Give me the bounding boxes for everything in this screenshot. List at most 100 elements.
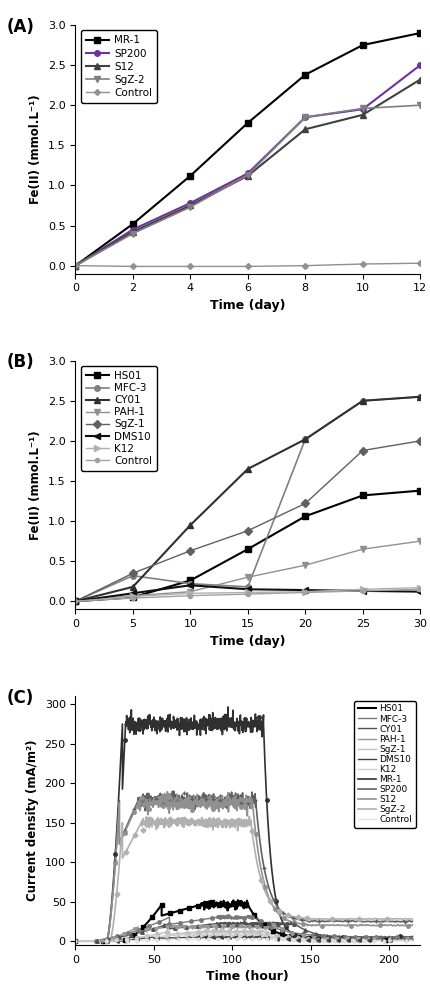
- Y-axis label: Fe(II) (mmol.L⁻¹): Fe(II) (mmol.L⁻¹): [29, 430, 42, 540]
- SgZ-1: [359, 445, 365, 457]
- S12: [196, 796, 201, 808]
- MFC-3: [354, 931, 359, 943]
- DMS10: [370, 934, 375, 946]
- K12: [302, 586, 307, 598]
- CY01: [256, 918, 261, 930]
- DMS10: [73, 595, 78, 607]
- MFC-3: [73, 595, 78, 607]
- Line: MR-1: MR-1: [75, 707, 412, 941]
- K12: [73, 595, 78, 607]
- SgZ-2: [187, 201, 193, 213]
- Text: (C): (C): [6, 689, 34, 707]
- PAH-1: [73, 595, 78, 607]
- S12: [130, 226, 135, 238]
- K12: [359, 583, 365, 595]
- MR-1: [357, 931, 362, 943]
- CY01: [73, 595, 78, 607]
- SP200: [73, 260, 78, 272]
- Line: MFC-3: MFC-3: [75, 915, 412, 941]
- CY01: [343, 932, 348, 944]
- Line: MFC-3: MFC-3: [73, 394, 422, 604]
- DMS10: [302, 584, 307, 596]
- MR-1: [165, 709, 170, 721]
- SgZ-1: [302, 497, 307, 509]
- S12: [359, 109, 365, 121]
- HS01: [351, 933, 356, 945]
- Line: SP200: SP200: [75, 791, 412, 941]
- MR-1: [302, 69, 307, 81]
- SgZ-1: [409, 934, 414, 946]
- SgZ-1: [341, 934, 347, 946]
- SP200: [234, 793, 239, 805]
- S12: [73, 935, 78, 947]
- Control: [187, 590, 193, 602]
- MFC-3: [73, 935, 78, 947]
- MFC-3: [359, 395, 365, 407]
- SP200: [409, 915, 414, 927]
- Control: [73, 260, 78, 272]
- HS01: [359, 489, 365, 501]
- SgZ-2: [130, 228, 135, 240]
- MR-1: [73, 260, 78, 272]
- K12: [73, 935, 78, 947]
- CY01: [127, 929, 132, 941]
- SgZ-2: [73, 260, 78, 272]
- K12: [409, 934, 414, 946]
- MFC-3: [245, 910, 250, 922]
- Control: [245, 588, 250, 600]
- Control: [166, 934, 172, 946]
- K12: [305, 934, 310, 946]
- CY01: [417, 391, 422, 403]
- Control: [409, 935, 414, 947]
- SP200: [417, 59, 422, 71]
- Control: [130, 260, 135, 272]
- DMS10: [201, 931, 206, 943]
- Control: [251, 933, 256, 945]
- PAH-1: [359, 543, 365, 555]
- SgZ-1: [234, 924, 240, 936]
- Line: HS01: HS01: [75, 900, 412, 941]
- DMS10: [326, 934, 331, 946]
- CY01: [260, 916, 265, 928]
- Line: SgZ-2: SgZ-2: [75, 816, 412, 941]
- S12: [187, 803, 192, 815]
- K12: [369, 934, 375, 946]
- SP200: [245, 167, 250, 179]
- SP200: [187, 197, 193, 209]
- K12: [130, 590, 135, 602]
- Line: Control: Control: [75, 938, 412, 941]
- PAH-1: [222, 921, 227, 933]
- S12: [164, 786, 169, 798]
- CY01: [302, 433, 307, 445]
- S12: [275, 907, 280, 919]
- SP200: [73, 935, 78, 947]
- HS01: [235, 894, 240, 906]
- MR-1: [125, 714, 130, 726]
- SgZ-2: [116, 868, 121, 880]
- Control: [130, 592, 135, 604]
- MFC-3: [187, 578, 193, 590]
- CY01: [359, 395, 365, 407]
- SgZ-1: [130, 567, 135, 579]
- DMS10: [409, 934, 414, 946]
- Line: PAH-1: PAH-1: [73, 538, 422, 604]
- Line: S12: S12: [73, 77, 422, 268]
- SP200: [302, 111, 307, 123]
- Y-axis label: Current density (mA/m²): Current density (mA/m²): [26, 740, 39, 901]
- Line: SgZ-1: SgZ-1: [73, 438, 422, 604]
- CY01: [187, 519, 193, 531]
- HS01: [170, 906, 175, 918]
- Text: (A): (A): [6, 18, 34, 36]
- MR-1: [417, 27, 422, 39]
- PAH-1: [409, 933, 414, 945]
- SgZ-2: [359, 102, 365, 114]
- Line: Control: Control: [73, 587, 421, 603]
- S12: [187, 199, 193, 211]
- DMS10: [233, 930, 239, 942]
- MR-1: [73, 935, 78, 947]
- S12: [302, 123, 307, 135]
- K12: [336, 934, 341, 946]
- SP200: [402, 916, 407, 928]
- S12: [417, 74, 422, 86]
- HS01: [342, 933, 347, 945]
